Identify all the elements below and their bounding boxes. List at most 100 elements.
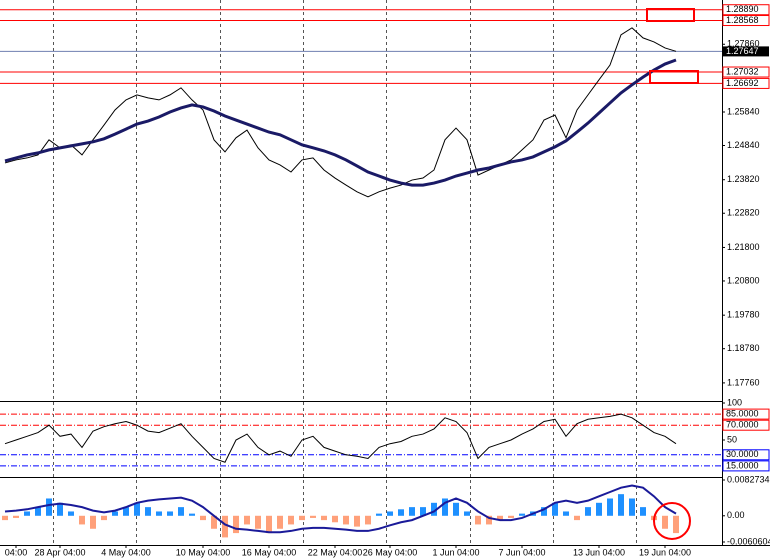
- annotation-box: [649, 70, 699, 84]
- histogram-bar: [420, 507, 426, 516]
- histogram-bar: [387, 511, 393, 516]
- histogram-bar: [68, 511, 74, 516]
- histogram-bar: [123, 507, 129, 516]
- histogram-bar: [365, 515, 371, 525]
- level-label: 70.0000: [726, 420, 759, 430]
- level-box: [722, 419, 770, 431]
- x-tick-label: 7 Jun 04:00: [498, 547, 545, 557]
- current-price-box: [723, 46, 769, 57]
- level-box: [722, 460, 770, 472]
- histogram-bar: [464, 511, 470, 516]
- histogram-bar: [79, 515, 85, 525]
- y-tick-label: 1.17760: [727, 377, 760, 387]
- histogram-bar: [442, 498, 448, 516]
- histogram-bar: [662, 515, 668, 529]
- annotation-box: [646, 8, 695, 22]
- histogram-bar: [673, 515, 679, 534]
- histogram-bar: [453, 502, 459, 516]
- histogram-bar: [398, 509, 404, 516]
- histogram-bar: [90, 515, 96, 529]
- histogram-bar: [57, 502, 63, 516]
- histogram-bar: [244, 515, 250, 525]
- x-tick-label: 19 Jun 04:00: [639, 547, 691, 557]
- histogram-bar: [376, 513, 382, 516]
- y-tick-label: 1.25840: [727, 106, 760, 116]
- histogram-bar: [552, 502, 558, 516]
- histogram-bar: [112, 511, 118, 516]
- histogram-bar: [35, 507, 41, 516]
- level-label: 1.28568: [726, 15, 759, 25]
- histogram-bar: [486, 515, 492, 525]
- histogram-bar: [145, 507, 151, 516]
- level-label: 1.26692: [726, 78, 759, 88]
- x-tick-label: 26 May 04:00: [363, 547, 418, 557]
- histogram-bar: [508, 515, 514, 518]
- series-line: [4, 58, 677, 187]
- series-line: [4, 484, 677, 534]
- histogram-bar: [266, 515, 272, 534]
- level-label: 1.27032: [726, 66, 759, 76]
- series-line: [4, 27, 677, 198]
- histogram-bar: [596, 502, 602, 516]
- level-box: [722, 449, 770, 461]
- y-tick-label: 1.19780: [727, 310, 760, 320]
- y-tick-label: 1.18780: [727, 343, 760, 353]
- histogram-bar: [101, 515, 107, 521]
- histogram-bar: [178, 507, 184, 516]
- y-tick-label: 1.24840: [727, 140, 760, 150]
- y-tick-label: 1.23820: [727, 174, 760, 184]
- y-tick-label: -0.0060604: [727, 536, 770, 546]
- level-label: 1.28890: [726, 4, 759, 14]
- histogram-bar: [156, 511, 162, 516]
- x-tick-label: 22 May 04:00: [308, 547, 363, 557]
- histogram-bar: [321, 515, 327, 521]
- histogram-bar: [233, 515, 239, 534]
- level-box: [722, 4, 770, 16]
- y-tick-label: 1.22820: [727, 208, 760, 218]
- histogram-bar: [13, 515, 19, 518]
- level-label: 30.0000: [726, 449, 759, 459]
- y-tick-label: 1.27860: [727, 39, 760, 49]
- histogram-bar: [200, 515, 206, 521]
- x-tick-label: 16 May 04:00: [242, 547, 297, 557]
- histogram-bar: [640, 507, 646, 516]
- histogram-bar: [222, 515, 228, 538]
- histogram-bar: [629, 498, 635, 516]
- histogram-bar: [134, 502, 140, 516]
- histogram-bar: [541, 507, 547, 516]
- histogram-bar: [299, 515, 305, 521]
- x-tick-label: 28 Apr 04:00: [34, 547, 85, 557]
- histogram-bar: [310, 515, 316, 518]
- histogram-bar: [409, 507, 415, 516]
- histogram-bar: [618, 494, 624, 516]
- y-tick-label: 1.21800: [727, 242, 760, 252]
- level-box: [722, 408, 770, 420]
- series-line: [4, 413, 677, 463]
- histogram-bar: [2, 515, 8, 521]
- histogram-bar: [189, 513, 195, 516]
- histogram-bar: [354, 515, 360, 527]
- y-tick-label: 100: [727, 397, 742, 407]
- x-tick-label: 1 Jun 04:00: [432, 547, 479, 557]
- current-price-label: 1.27647: [726, 46, 759, 56]
- histogram-bar: [519, 513, 525, 516]
- x-tick-label: 10 May 04:00: [176, 547, 231, 557]
- x-tick-label: 13 Jun 04:00: [573, 547, 625, 557]
- level-label: 85.0000: [726, 408, 759, 418]
- y-tick-label: 0.0082734: [727, 474, 770, 484]
- x-tick-label: 04:00: [5, 547, 28, 557]
- histogram-bar: [497, 515, 503, 521]
- histogram-bar: [574, 515, 580, 521]
- histogram-bar: [585, 507, 591, 516]
- level-box: [722, 77, 770, 89]
- histogram-bar: [288, 515, 294, 525]
- histogram-bar: [167, 511, 173, 516]
- histogram-bar: [277, 515, 283, 529]
- level-box: [722, 66, 770, 78]
- x-tick-label: 4 May 04:00: [101, 547, 151, 557]
- y-tick-label: 50: [727, 434, 737, 444]
- annotation-circle: [653, 502, 691, 540]
